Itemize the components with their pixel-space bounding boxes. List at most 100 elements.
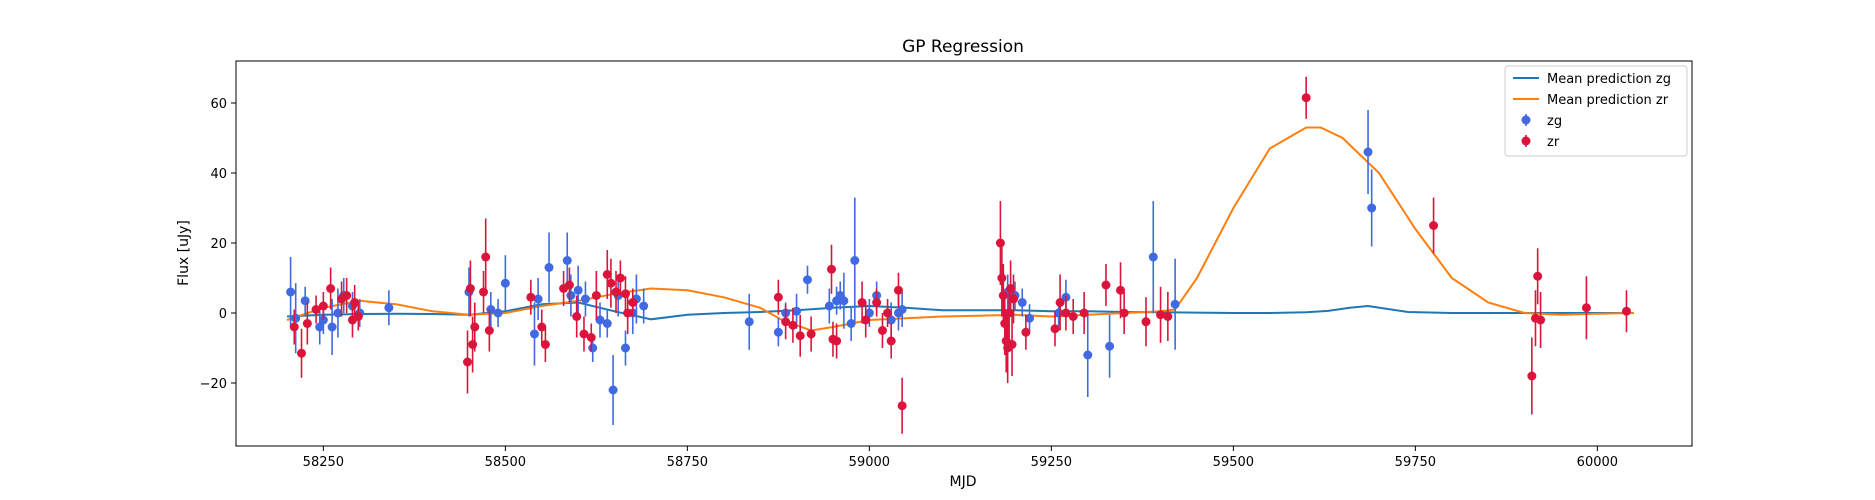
zr-data-point <box>615 273 625 283</box>
x-tick-label: 59000 <box>849 455 890 470</box>
legend: Mean prediction zg Mean prediction zr zg zr <box>1504 65 1688 157</box>
zr-data-point <box>997 273 1007 283</box>
legend-box <box>1504 65 1688 157</box>
zr-data-point <box>623 308 633 318</box>
zg-data-point <box>620 343 630 353</box>
zg-data-point <box>1367 203 1377 213</box>
zg-data-point <box>315 322 325 332</box>
zg-data-point <box>529 329 539 339</box>
legend-label: Mean prediction zr <box>1547 93 1669 108</box>
x-tick-label: 59250 <box>1031 455 1072 470</box>
zr-data-point <box>465 284 475 293</box>
x-tick-label: 59500 <box>1213 455 1254 470</box>
zg-data-point <box>773 327 783 337</box>
y-tick-label: 20 <box>210 237 227 252</box>
zr-data-point <box>857 298 867 307</box>
zr-data-point <box>795 331 805 341</box>
zr-data-point <box>481 252 491 262</box>
zr-data-point <box>479 287 489 297</box>
zr-data-point <box>468 340 478 349</box>
zr-data-point <box>572 312 582 321</box>
zr-data-point <box>526 292 536 302</box>
zg-data-point <box>850 256 860 265</box>
zr-data-point <box>353 312 363 321</box>
zg-data-point <box>1363 147 1373 157</box>
zg-data-point <box>384 303 394 313</box>
plot-area <box>286 76 1634 434</box>
legend-point-swatch <box>1521 115 1531 125</box>
zr-data-point <box>470 322 480 332</box>
zr-data-point <box>886 336 896 346</box>
zg-data-point <box>744 317 754 327</box>
y-tick-label: 40 <box>210 167 227 182</box>
zr-data-point <box>827 264 837 274</box>
y-tick-label: 60 <box>210 97 227 112</box>
zg-data-point <box>846 319 856 328</box>
zg-data-point <box>1017 298 1027 307</box>
zr-data-point <box>872 298 882 307</box>
zr-data-point <box>537 322 547 332</box>
zg-data-point <box>886 315 896 325</box>
legend-label: zr <box>1547 135 1560 150</box>
zr-data-point <box>773 292 783 302</box>
series-zr <box>289 76 1631 434</box>
zr-data-point <box>998 291 1008 300</box>
zr-data-point <box>995 238 1005 248</box>
zr-data-point <box>832 336 842 346</box>
x-tick-label: 58500 <box>485 455 526 470</box>
zg-data-point <box>580 294 590 304</box>
zg-data-point <box>608 385 618 395</box>
zg-data-point <box>1025 313 1035 323</box>
zr-data-point <box>877 326 887 335</box>
plot-content <box>286 76 1634 434</box>
zg-data-point <box>595 315 605 325</box>
zr-data-point <box>1101 280 1111 290</box>
zr-data-point <box>1119 308 1129 318</box>
zr-data-point <box>1068 312 1078 321</box>
zr-data-point <box>883 308 893 318</box>
zg-data-point <box>533 294 543 304</box>
zr-data-point <box>1061 308 1071 318</box>
y-axis-label: Flux [uJy] <box>176 220 192 286</box>
zr-data-point <box>326 284 336 293</box>
zr-data-point <box>628 298 638 307</box>
y-axis: −20 0 20 40 60 <box>200 97 236 392</box>
zg-data-point <box>300 296 310 306</box>
legend-point-swatch <box>1521 136 1531 146</box>
zg-data-point <box>1105 341 1115 351</box>
zr-data-point <box>611 287 621 297</box>
zr-data-point <box>1163 312 1173 321</box>
zr-data-point <box>342 291 352 300</box>
zr-data-point <box>1429 221 1439 230</box>
zg-data-point <box>824 301 834 311</box>
plot-frame <box>235 60 1693 447</box>
zg-data-point <box>566 291 576 300</box>
zr-data-point <box>463 357 473 367</box>
x-tick-label: 58750 <box>667 455 708 470</box>
chart-title: GP Regression <box>902 37 1024 57</box>
x-tick-label: 60000 <box>1577 455 1618 470</box>
zr-data-point <box>289 322 299 332</box>
zr-data-point <box>1141 317 1151 327</box>
legend-label: Mean prediction zg <box>1547 72 1671 87</box>
zg-data-point <box>500 278 510 288</box>
zr-data-point <box>302 319 312 328</box>
zr-data-point <box>1533 271 1543 281</box>
zg-data-point <box>639 301 649 311</box>
zr-data-point <box>350 298 360 307</box>
zg-data-point <box>864 308 874 318</box>
zr-data-point <box>318 301 328 311</box>
zr-data-point <box>540 340 550 349</box>
mean-prediction-line-zg <box>286 301 1634 321</box>
zr-data-point <box>1007 340 1017 349</box>
zr-data-point <box>564 280 574 290</box>
zr-data-point <box>602 270 612 279</box>
zr-data-point <box>311 305 321 314</box>
zg-data-point <box>1148 252 1158 262</box>
zg-data-point <box>1083 350 1093 360</box>
x-tick-label: 59750 <box>1395 455 1436 470</box>
zr-data-point <box>484 326 494 335</box>
y-tick-label: −20 <box>200 377 227 392</box>
zr-data-point <box>1021 327 1031 337</box>
zg-data-point <box>602 319 612 328</box>
